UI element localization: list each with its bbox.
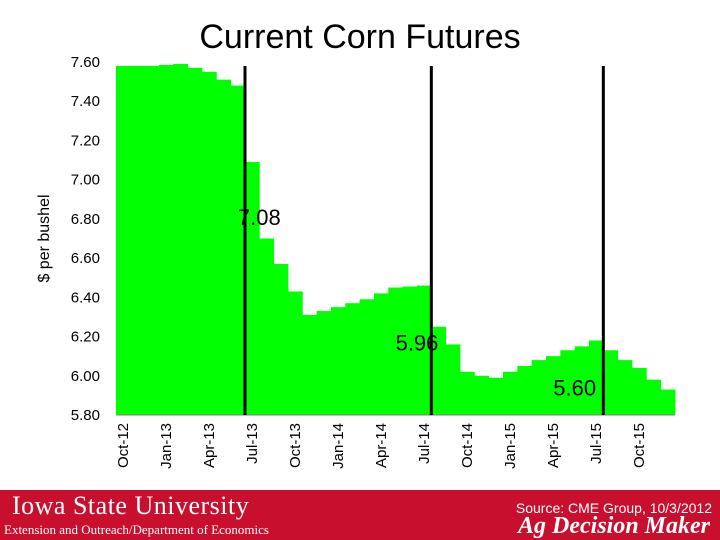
x-tick-label: Apr-13 bbox=[201, 423, 218, 468]
bar bbox=[273, 263, 289, 415]
y-tick-label: 7.00 bbox=[71, 172, 100, 189]
bar bbox=[617, 360, 633, 415]
y-tick-label: 7.40 bbox=[71, 93, 100, 110]
bar bbox=[187, 67, 203, 415]
bar bbox=[302, 314, 318, 415]
x-tick-label: Oct-12 bbox=[115, 423, 132, 468]
y-tick-label: 6.60 bbox=[71, 250, 100, 267]
price-annotation: 5.96 bbox=[396, 330, 439, 355]
bar bbox=[603, 350, 619, 415]
bar bbox=[230, 85, 246, 416]
x-tick-label: Jan-14 bbox=[330, 423, 347, 469]
bar bbox=[316, 311, 332, 415]
x-tick-label: Jul-14 bbox=[416, 423, 433, 464]
bar bbox=[202, 71, 217, 416]
y-tick-label: 6.80 bbox=[71, 211, 100, 228]
corn-futures-chart: 7.60 7.40 7.20 7.00 6.80 6.60 6.40 6.20 6.00 5.80… bbox=[36, 54, 676, 469]
x-tick-label: Apr-15 bbox=[545, 423, 562, 468]
bar bbox=[245, 162, 260, 415]
bar bbox=[173, 63, 189, 415]
y-tick-label: 6.00 bbox=[71, 368, 100, 385]
bar bbox=[574, 346, 590, 415]
ag-decision-maker-logo: Ag Decision Maker bbox=[518, 513, 710, 539]
price-annotation: 7.08 bbox=[238, 205, 281, 230]
y-tick-label: 7.20 bbox=[71, 132, 100, 149]
bar bbox=[632, 367, 647, 415]
price-annotation: 5.60 bbox=[553, 375, 596, 400]
bar bbox=[345, 303, 361, 415]
bar bbox=[374, 293, 389, 415]
chart-title: Current Corn Futures bbox=[199, 18, 521, 56]
bar bbox=[460, 371, 475, 415]
source-note: Source: CME Group, 10/3/2012 bbox=[515, 500, 712, 516]
bar bbox=[216, 79, 232, 416]
y-tick-label: 6.40 bbox=[71, 289, 100, 306]
axis-layer: 7.60 7.40 7.20 7.00 6.80 6.60 6.40 6.20 6.00 5.80… bbox=[36, 54, 675, 469]
y-tick-label: 5.80 bbox=[71, 407, 100, 424]
bar bbox=[359, 299, 375, 415]
bar bbox=[589, 340, 604, 415]
bar bbox=[431, 326, 447, 415]
bar bbox=[488, 377, 504, 415]
bar bbox=[503, 371, 518, 415]
bar bbox=[560, 350, 576, 415]
x-tick-label: Jan-15 bbox=[502, 423, 519, 469]
bar bbox=[331, 307, 346, 415]
bar bbox=[388, 287, 404, 415]
bar bbox=[116, 65, 131, 415]
bar bbox=[531, 360, 547, 415]
bar bbox=[474, 375, 490, 415]
bar bbox=[288, 291, 303, 415]
x-tick-label: Oct-15 bbox=[631, 423, 648, 468]
bar bbox=[159, 64, 174, 416]
divider-layer bbox=[243, 66, 605, 415]
university-logo: Iowa State University bbox=[12, 491, 250, 520]
x-tick-label: Jan-13 bbox=[158, 423, 175, 469]
bar bbox=[646, 379, 662, 415]
y-tick-label: 7.60 bbox=[71, 54, 100, 71]
bar bbox=[402, 286, 418, 415]
bar bbox=[259, 238, 275, 415]
department-subtitle: Extension and Outreach/Department of Eco… bbox=[4, 522, 269, 537]
bar bbox=[130, 65, 146, 415]
x-tick-label: Oct-13 bbox=[287, 423, 304, 468]
bar bbox=[660, 389, 676, 415]
bars-layer bbox=[116, 63, 676, 416]
bar bbox=[417, 285, 432, 415]
footer-bar: Iowa State University Extension and Outr… bbox=[0, 490, 720, 540]
annotation-layer: 7.08 5.96 5.60 bbox=[238, 205, 596, 401]
bar bbox=[517, 365, 533, 415]
bar bbox=[546, 356, 561, 415]
bar bbox=[144, 65, 160, 415]
y-tick-label: 6.20 bbox=[71, 329, 100, 346]
x-tick-label: Jul-13 bbox=[244, 423, 261, 464]
x-tick-label: Jul-15 bbox=[588, 423, 605, 464]
x-tick-label: Apr-14 bbox=[373, 423, 390, 468]
x-tick-label: Oct-14 bbox=[459, 423, 476, 468]
bar bbox=[445, 344, 461, 415]
y-axis-label: $ per bushel bbox=[36, 194, 53, 282]
